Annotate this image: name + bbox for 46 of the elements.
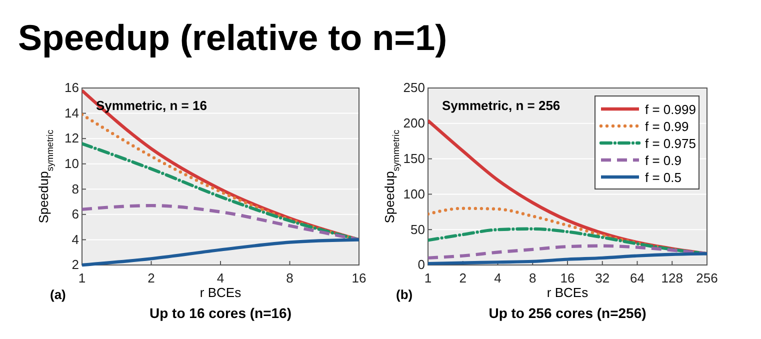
y-tick-label: 200 — [403, 116, 425, 131]
text: (a) — [50, 287, 66, 302]
x-tick-label: 1 — [424, 270, 432, 286]
y-tick-label: 250 — [403, 80, 425, 96]
y-tick-label: 50 — [410, 222, 425, 237]
x-tick-label: 2 — [459, 270, 466, 286]
x-tick-label: 8 — [286, 270, 294, 286]
text: Symmetric, n = 256 — [442, 98, 560, 113]
y-tick-label: 10 — [64, 156, 79, 172]
y-tick-label: 14 — [64, 105, 79, 120]
x-axis-title: r BCEs — [546, 285, 589, 300]
line-series — [428, 244, 707, 260]
line-series — [82, 204, 359, 242]
y-tick-label: 6 — [72, 206, 79, 222]
text: (b) — [396, 287, 413, 302]
y-tick-label: 8 — [72, 181, 79, 196]
text: Speedup (relative to n=1) — [18, 17, 448, 58]
y-tick-label: 150 — [403, 150, 425, 166]
text: Up to 16 cores (n=16) — [150, 305, 292, 321]
y-tick-label: 16 — [64, 80, 79, 96]
legend-label: f = 0.5 — [645, 170, 682, 185]
x-tick-label: 16 — [560, 270, 575, 286]
y-tick-label: 4 — [72, 232, 79, 247]
x-axis-title: r BCEs — [200, 285, 242, 300]
legend-label: f = 0.975 — [645, 136, 696, 151]
line-series — [82, 142, 359, 242]
line-series — [82, 238, 359, 267]
x-tick-label: 8 — [529, 270, 536, 286]
x-tick-label: 4 — [494, 270, 502, 286]
text: Up to 256 cores (n=256) — [488, 305, 646, 321]
line-series — [428, 252, 707, 266]
x-tick-label: 4 — [216, 270, 224, 286]
x-tick-label: 2 — [148, 270, 155, 286]
x-tick-label: 16 — [352, 270, 366, 286]
y-tick-label: 0 — [418, 257, 425, 272]
x-tick-label: 64 — [630, 270, 644, 286]
y-tick-label: 12 — [64, 130, 79, 146]
x-tick-label: 128 — [661, 270, 683, 286]
y-tick-label: 2 — [72, 257, 79, 272]
x-tick-label: 1 — [78, 270, 86, 286]
y-tick-label: 100 — [403, 186, 425, 202]
legend-label: f = 0.9 — [645, 153, 682, 168]
x-tick-label: 32 — [595, 270, 610, 286]
legend-label: f = 0.999 — [645, 102, 696, 117]
x-tick-label: 256 — [696, 270, 718, 286]
legend-label: f = 0.99 — [645, 119, 689, 134]
